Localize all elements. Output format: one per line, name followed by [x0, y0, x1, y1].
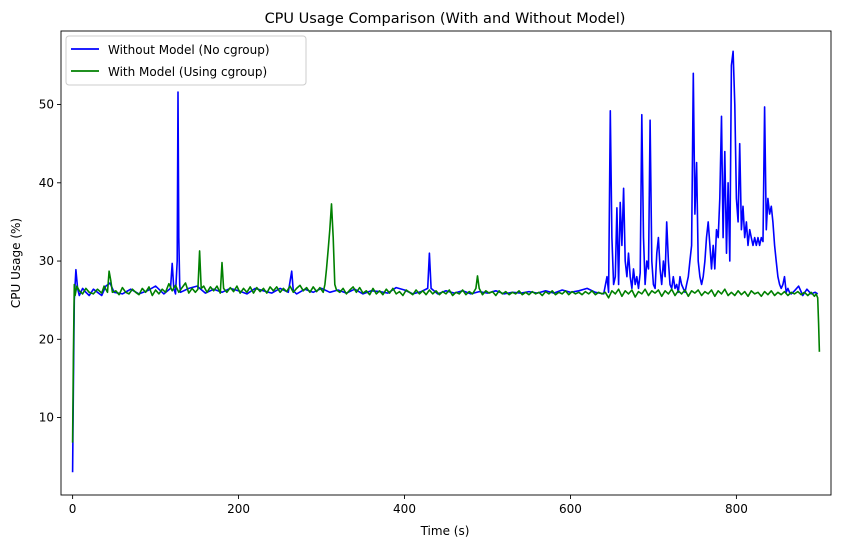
- legend-label-with-model: With Model (Using cgroup): [108, 65, 267, 79]
- legend-frame: [65, 35, 307, 86]
- x-tick-label: 0: [69, 502, 77, 516]
- y-axis-label: CPU Usage (%): [9, 218, 23, 308]
- x-axis-label: Time (s): [420, 524, 470, 538]
- x-tick-label: 600: [559, 502, 582, 516]
- series-line-without-model: [71, 50, 819, 473]
- x-tick-label: 800: [725, 502, 748, 516]
- y-tick-label: 10: [39, 411, 54, 425]
- plot-lines: [71, 50, 821, 473]
- legend: Without Model (No cgroup) With Model (Us…: [65, 35, 307, 86]
- series-line-with-model: [71, 203, 821, 443]
- plot-frame: [60, 30, 832, 496]
- chart-title: CPU Usage Comparison (With and Without M…: [265, 11, 626, 27]
- x-tick-label: 200: [227, 502, 250, 516]
- x-axis-ticks: 0 200 400 600 800: [69, 495, 748, 516]
- x-tick-label: 400: [393, 502, 416, 516]
- y-tick-label: 20: [39, 332, 54, 346]
- y-axis-ticks: 10 20 30 40 50: [39, 98, 61, 425]
- y-tick-label: 50: [39, 98, 54, 112]
- legend-label-without-model: Without Model (No cgroup): [108, 43, 270, 57]
- y-tick-label: 30: [39, 254, 54, 268]
- y-tick-label: 40: [39, 176, 54, 190]
